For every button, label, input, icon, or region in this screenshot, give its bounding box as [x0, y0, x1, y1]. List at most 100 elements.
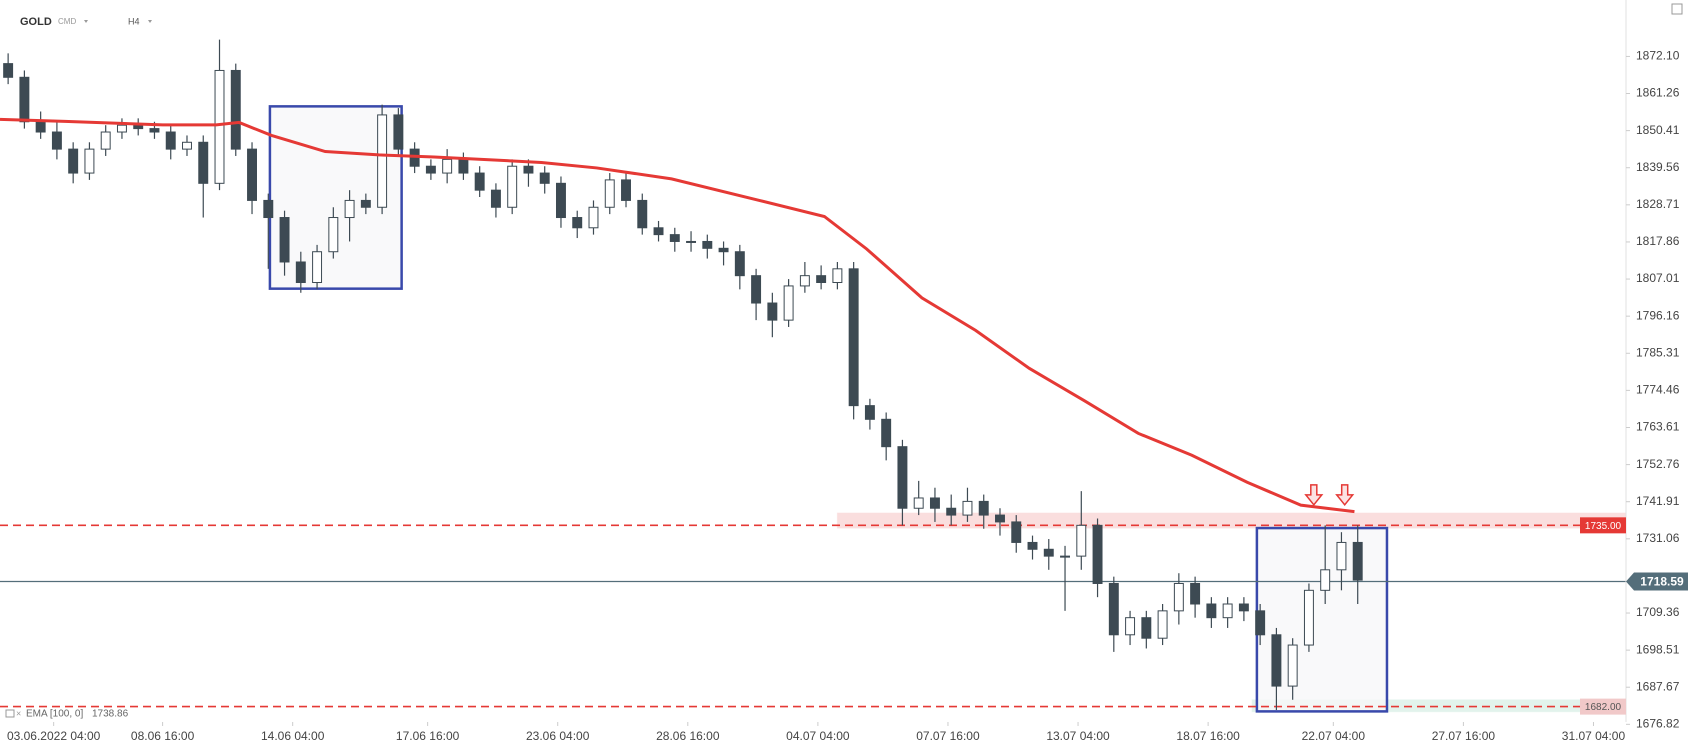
- legend-icon: [5, 709, 15, 718]
- candle-body-down: [3, 63, 14, 78]
- candle-body-down: [133, 124, 144, 130]
- candle-body-down: [669, 234, 680, 242]
- y-tick-label: 1687.67: [1636, 679, 1680, 693]
- candle-body-up: [1222, 603, 1233, 619]
- y-tick-label: 1752.76: [1636, 457, 1680, 471]
- candle-body-up: [604, 179, 615, 208]
- x-tick-label: 14.06 04:00: [261, 729, 325, 743]
- price-label-box: [1626, 572, 1688, 591]
- candle-body-down: [572, 217, 583, 229]
- candle-body-down: [539, 172, 550, 184]
- candle-body-down: [1092, 524, 1103, 584]
- candle-body-down: [295, 261, 306, 284]
- y-tick-label: 1839.56: [1636, 160, 1680, 174]
- candle-body-down: [1271, 634, 1282, 687]
- candle-body-down: [263, 199, 274, 219]
- y-tick-label: 1807.01: [1636, 271, 1680, 285]
- interval[interactable]: H4: [128, 16, 140, 26]
- candle-body-up: [588, 206, 599, 229]
- x-tick-label: 18.07 16:00: [1176, 729, 1240, 743]
- candle-body-down: [68, 148, 79, 174]
- candle-body-up: [312, 251, 323, 284]
- candle-body-down: [1206, 603, 1217, 619]
- y-tick-label: 1850.41: [1636, 123, 1680, 137]
- candle-body-down: [864, 405, 875, 420]
- arrow: [1304, 484, 1324, 507]
- candle-body-down: [702, 240, 713, 249]
- candle-body-down: [751, 275, 762, 304]
- candle-body-down: [637, 199, 648, 229]
- candle-body-up: [214, 69, 225, 184]
- legend-value: 1738.86: [92, 709, 129, 720]
- candle-body-down: [718, 247, 729, 253]
- candle-body-down: [1027, 541, 1038, 550]
- candle-body-up: [832, 268, 843, 284]
- window-icon[interactable]: [1671, 3, 1683, 15]
- candle-body-down: [458, 158, 469, 174]
- candle-body-down: [946, 507, 957, 516]
- candle-body-down: [555, 182, 566, 219]
- candle-body-up: [182, 141, 192, 150]
- market: CMD: [58, 17, 76, 26]
- candle-body-down: [897, 446, 908, 509]
- candle-body-up: [100, 131, 111, 150]
- candle-body-down: [995, 514, 1005, 523]
- y-tick-label: 1861.26: [1636, 86, 1680, 100]
- candle-body-down: [1108, 582, 1119, 636]
- y-tick-label: 1817.86: [1636, 234, 1680, 248]
- candle-body-down: [1141, 617, 1152, 639]
- y-tick-label: 1785.31: [1636, 345, 1680, 359]
- candle-body-up: [377, 114, 388, 208]
- y-tick-label: 1731.06: [1636, 531, 1680, 545]
- y-tick-label: 1828.71: [1636, 197, 1680, 211]
- candle-body-down: [51, 131, 62, 150]
- candle-body-down: [1011, 521, 1022, 543]
- candle-body-down: [1190, 582, 1201, 605]
- y-tick-label: 1872.10: [1636, 49, 1680, 63]
- dropdown-icon[interactable]: [148, 20, 152, 23]
- candle-body-up: [1076, 524, 1087, 557]
- level-label: 1735.00: [1585, 521, 1622, 532]
- candle-body-down: [734, 251, 745, 277]
- candle-body-up: [1157, 610, 1168, 639]
- candle-body-down: [816, 275, 827, 284]
- candle-body-up: [1303, 589, 1314, 646]
- candle-body-down: [393, 114, 404, 150]
- candle-body-up: [1287, 644, 1298, 687]
- candle-body-up: [116, 124, 127, 133]
- candle-body-down: [1043, 548, 1054, 557]
- candle-body-down: [198, 141, 209, 184]
- dropdown-icon[interactable]: [84, 20, 88, 23]
- x-tick-label: 31.07 04:00: [1562, 729, 1626, 743]
- candle-body-down: [621, 179, 631, 201]
- candle-body-down: [848, 268, 859, 407]
- candle-body-down: [247, 148, 258, 201]
- candle-body-up: [84, 148, 95, 174]
- candle-body-down: [19, 76, 30, 123]
- candle-body-up: [1320, 569, 1331, 591]
- arrow: [1335, 484, 1355, 507]
- x-tick-label: 22.07 04:00: [1302, 729, 1366, 743]
- y-tick-label: 1763.61: [1636, 420, 1680, 434]
- candle-body-down: [35, 121, 46, 133]
- candle-body-up: [686, 240, 697, 243]
- symbol[interactable]: GOLD: [20, 16, 52, 28]
- y-tick-label: 1796.16: [1636, 308, 1680, 322]
- candle-body-up: [913, 497, 924, 509]
- x-tick-label: 08.06 16:00: [131, 729, 195, 743]
- candle-body-up: [507, 165, 518, 208]
- x-tick-label: 27.07 16:00: [1432, 729, 1496, 743]
- candle-body-down: [978, 500, 989, 516]
- candle-body-down: [1238, 603, 1249, 612]
- x-tick-label: 23.06 04:00: [526, 729, 590, 743]
- level-label-box: [1580, 517, 1626, 534]
- header: GOLD CMD H4: [20, 3, 1683, 28]
- candle-body-down: [425, 165, 436, 174]
- candle-body-down: [360, 199, 371, 208]
- candle-body-down: [523, 165, 534, 174]
- candle-body-down: [1255, 610, 1266, 636]
- y-tick-label: 1774.46: [1636, 383, 1680, 397]
- candle-body-up: [1173, 582, 1184, 612]
